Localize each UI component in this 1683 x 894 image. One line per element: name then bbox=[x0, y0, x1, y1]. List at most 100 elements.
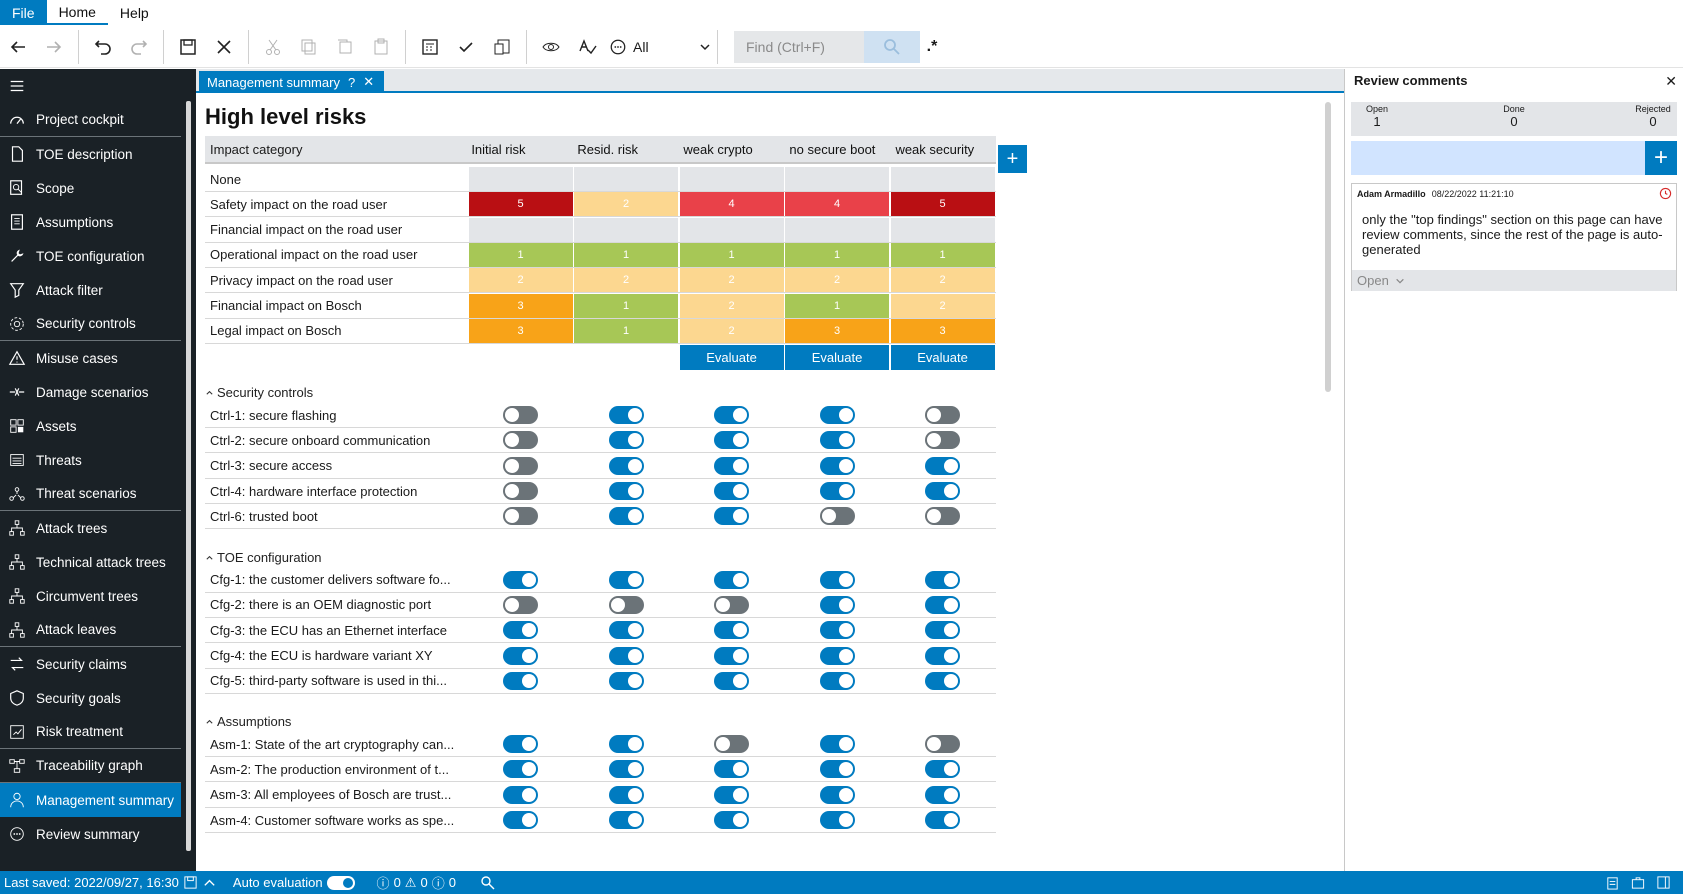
toggle-switch[interactable] bbox=[503, 482, 538, 500]
sidebar-item-circumvent-trees[interactable]: Circumvent trees bbox=[0, 579, 181, 613]
sidebar-item-threat-scenarios[interactable]: Threat scenarios bbox=[0, 477, 181, 511]
toggle-switch[interactable] bbox=[608, 456, 644, 475]
toggle-switch[interactable] bbox=[714, 431, 749, 450]
sidebar-item-assumptions[interactable]: Assumptions bbox=[0, 205, 181, 239]
toggle-switch[interactable] bbox=[925, 811, 960, 829]
risk-cell[interactable] bbox=[679, 217, 784, 242]
risk-cell[interactable]: 2 bbox=[785, 268, 889, 293]
clipboard-icon[interactable] bbox=[1605, 875, 1620, 890]
spellcheck-button[interactable] bbox=[572, 32, 602, 62]
risk-cell[interactable] bbox=[785, 217, 889, 242]
section-header[interactable]: Security controls bbox=[205, 385, 313, 400]
auto-eval-toggle[interactable] bbox=[326, 875, 355, 890]
sidebar-item-toe-configuration[interactable]: TOE configuration bbox=[0, 239, 181, 273]
risk-cell[interactable]: 4 bbox=[679, 192, 784, 217]
panel-icon[interactable] bbox=[1656, 875, 1671, 890]
risk-cell[interactable]: 1 bbox=[785, 242, 889, 267]
toggle-switch[interactable] bbox=[503, 406, 538, 425]
risk-cell[interactable]: 2 bbox=[574, 192, 678, 217]
risk-cell[interactable]: 3 bbox=[785, 318, 889, 343]
toggle-switch[interactable] bbox=[608, 671, 644, 690]
toggle-switch[interactable] bbox=[925, 671, 960, 690]
sidebar-item-project-cockpit[interactable]: Project cockpit bbox=[0, 103, 181, 137]
toggle-switch[interactable] bbox=[925, 785, 960, 804]
toggle-switch[interactable] bbox=[925, 482, 960, 500]
toggle-switch[interactable] bbox=[714, 760, 749, 779]
toggle-switch[interactable] bbox=[503, 570, 538, 589]
toggle-switch[interactable] bbox=[503, 811, 538, 829]
menu-help[interactable]: Help bbox=[119, 4, 149, 21]
toggle-switch[interactable] bbox=[925, 570, 960, 589]
toggle-switch[interactable] bbox=[714, 671, 749, 690]
toggle-switch[interactable] bbox=[714, 811, 749, 829]
export-button[interactable] bbox=[487, 32, 517, 62]
risk-cell[interactable]: 1 bbox=[468, 242, 573, 267]
tab-management-summary[interactable]: Management summary ? ✕ bbox=[199, 71, 385, 93]
risk-cell[interactable]: 3 bbox=[468, 318, 573, 343]
risk-cell[interactable] bbox=[468, 167, 573, 191]
evaluate-button[interactable]: Evaluate bbox=[890, 345, 995, 371]
toggle-switch[interactable] bbox=[925, 595, 960, 614]
check-button[interactable] bbox=[451, 32, 481, 62]
toggle-switch[interactable] bbox=[819, 621, 855, 640]
save-button[interactable] bbox=[173, 32, 203, 62]
toggle-switch[interactable] bbox=[608, 431, 644, 450]
risk-cell[interactable]: 2 bbox=[679, 268, 784, 293]
section-header[interactable]: TOE configuration bbox=[205, 550, 322, 565]
add-column-button[interactable]: + bbox=[998, 145, 1027, 173]
sidebar-item-technical-attack-trees[interactable]: Technical attack trees bbox=[0, 545, 181, 579]
toggle-switch[interactable] bbox=[608, 735, 644, 754]
risk-cell[interactable]: 2 bbox=[574, 268, 678, 293]
risk-cell[interactable]: 2 bbox=[679, 318, 784, 343]
toggle-switch[interactable] bbox=[925, 406, 960, 425]
hamburger-button[interactable] bbox=[0, 69, 196, 103]
sidebar-item-damage-scenarios[interactable]: Damage scenarios bbox=[0, 375, 181, 409]
column-header[interactable]: no secure boot bbox=[789, 141, 876, 157]
sidebar-scrollbar[interactable] bbox=[186, 101, 191, 851]
toggle-switch[interactable] bbox=[925, 507, 960, 526]
toggle-switch[interactable] bbox=[503, 735, 538, 754]
toggle-switch[interactable] bbox=[819, 785, 855, 804]
toggle-switch[interactable] bbox=[714, 785, 749, 804]
evaluate-button[interactable]: Evaluate bbox=[679, 345, 784, 371]
sidebar-item-assets[interactable]: Assets bbox=[0, 409, 181, 443]
paste-button[interactable] bbox=[366, 32, 396, 62]
copy-button[interactable] bbox=[294, 32, 324, 62]
regex-toggle[interactable]: .* bbox=[926, 37, 938, 55]
toggle-switch[interactable] bbox=[714, 570, 749, 589]
risk-cell[interactable]: 1 bbox=[574, 318, 678, 343]
toggle-switch[interactable] bbox=[608, 406, 644, 425]
main-scrollbar[interactable] bbox=[1325, 102, 1331, 392]
risk-cell[interactable]: 5 bbox=[468, 192, 573, 217]
toggle-switch[interactable] bbox=[819, 570, 855, 589]
sidebar-item-attack-filter[interactable]: Attack filter bbox=[0, 273, 181, 307]
menu-home[interactable]: Home bbox=[46, 0, 108, 25]
column-header[interactable]: Resid. risk bbox=[577, 141, 639, 157]
info-icon[interactable]: ⓘ bbox=[431, 876, 445, 891]
undo-button[interactable] bbox=[88, 32, 118, 62]
toggle-switch[interactable] bbox=[925, 456, 960, 475]
new-comment-input[interactable] bbox=[1351, 141, 1645, 175]
risk-cell[interactable]: 1 bbox=[890, 242, 995, 267]
add-comment-button[interactable]: + bbox=[1645, 141, 1677, 175]
risk-cell[interactable] bbox=[574, 167, 678, 191]
risk-cell[interactable]: 2 bbox=[679, 293, 784, 318]
back-button[interactable] bbox=[3, 32, 33, 62]
briefcase-icon[interactable] bbox=[1630, 875, 1646, 890]
toggle-switch[interactable] bbox=[714, 482, 749, 500]
search-input[interactable]: Find (Ctrl+F) bbox=[734, 30, 864, 63]
toggle-switch[interactable] bbox=[503, 621, 538, 640]
sidebar-item-attack-trees[interactable]: Attack trees bbox=[0, 511, 181, 545]
evaluate-button[interactable]: Evaluate bbox=[785, 345, 889, 371]
toggle-switch[interactable] bbox=[819, 406, 855, 425]
toggle-switch[interactable] bbox=[608, 482, 644, 500]
risk-cell[interactable]: 1 bbox=[574, 293, 678, 318]
column-header[interactable]: weak crypto bbox=[683, 141, 753, 157]
risk-cell[interactable] bbox=[468, 217, 573, 242]
column-header[interactable]: Impact category bbox=[210, 141, 303, 157]
sidebar-item-security-controls[interactable]: Security controls bbox=[0, 307, 181, 341]
redo-button[interactable] bbox=[124, 32, 154, 62]
risk-cell[interactable] bbox=[574, 217, 678, 242]
search-status[interactable] bbox=[476, 875, 500, 891]
toggle-switch[interactable] bbox=[608, 595, 644, 614]
